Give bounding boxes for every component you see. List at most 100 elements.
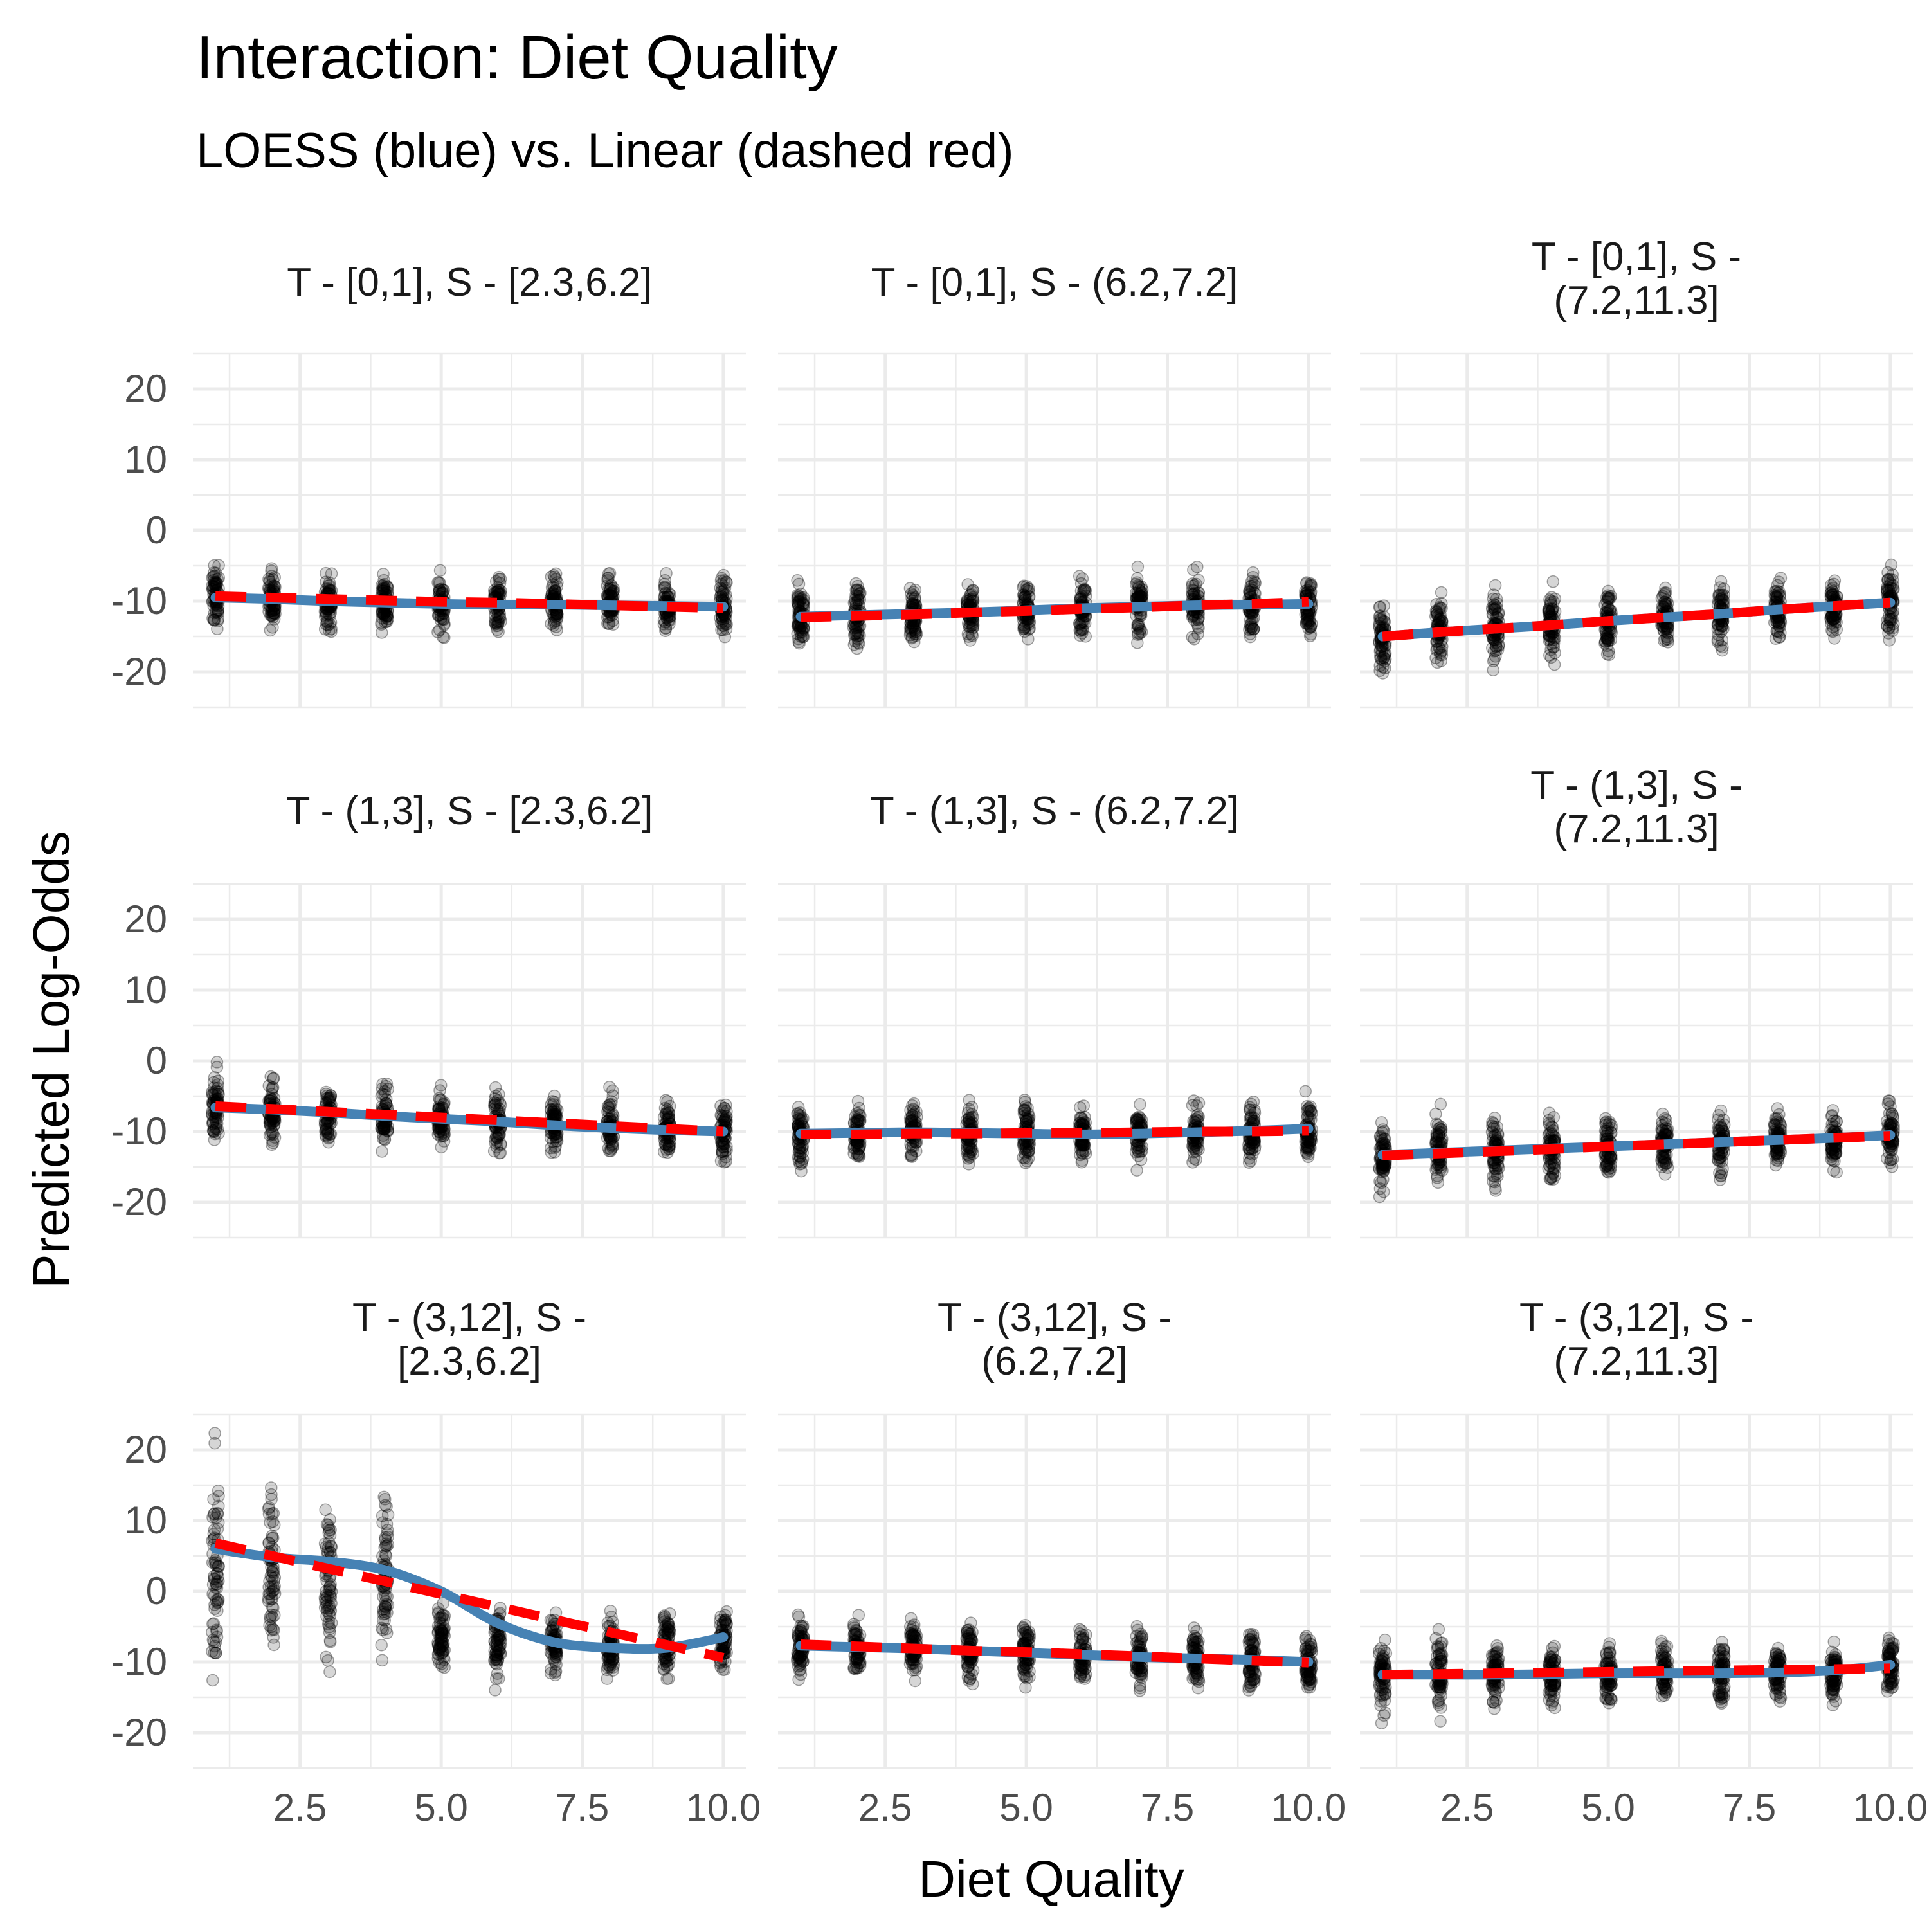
- data-point: [1193, 1144, 1204, 1155]
- data-point: [322, 1655, 334, 1666]
- data-point: [1022, 1146, 1033, 1157]
- data-point: [213, 1575, 224, 1587]
- data-point: [376, 1146, 388, 1157]
- data-point: [381, 1591, 393, 1602]
- data-point: [1602, 602, 1613, 613]
- data-point: [1606, 1119, 1617, 1131]
- data-point: [325, 1547, 336, 1558]
- data-point: [212, 623, 223, 635]
- y-tick-label: -20: [111, 1180, 167, 1223]
- data-point: [491, 1639, 503, 1651]
- facet-strip-label: T - (3,12], S -: [352, 1296, 586, 1340]
- chart-title: Interaction: Diet Quality: [196, 23, 838, 92]
- data-point: [1380, 647, 1391, 659]
- data-point: [852, 627, 864, 639]
- data-point: [906, 624, 918, 635]
- data-point: [432, 1637, 444, 1648]
- data-point: [1660, 1129, 1672, 1141]
- data-point: [1305, 1101, 1316, 1112]
- data-point: [1715, 640, 1726, 651]
- data-point: [206, 1627, 218, 1638]
- data-point: [1489, 603, 1501, 615]
- data-point: [545, 1147, 557, 1159]
- data-point: [324, 1666, 336, 1677]
- data-point: [1887, 569, 1898, 581]
- data-point: [1885, 1144, 1897, 1156]
- data-point: [604, 1101, 615, 1113]
- data-point: [850, 577, 862, 589]
- data-point: [1887, 622, 1899, 633]
- y-tick-label: 20: [124, 367, 167, 410]
- facet-strip-label: T - (1,3], S - (6.2,7.2]: [870, 789, 1239, 833]
- data-point: [961, 1145, 973, 1157]
- data-point: [1436, 587, 1447, 599]
- data-point: [602, 611, 613, 623]
- data-point: [721, 1106, 732, 1117]
- data-point: [1247, 616, 1258, 627]
- data-point: [1548, 1112, 1559, 1123]
- data-point: [269, 572, 280, 583]
- data-point: [208, 1647, 220, 1659]
- data-point: [906, 592, 918, 604]
- data-point: [1436, 1133, 1448, 1145]
- data-point: [792, 599, 804, 611]
- data-point: [376, 1654, 388, 1666]
- data-point: [1133, 590, 1145, 601]
- data-point: [1021, 1113, 1033, 1124]
- data-point: [1773, 631, 1785, 643]
- data-point: [213, 1088, 224, 1100]
- data-point: [1245, 1098, 1257, 1110]
- data-point: [209, 1427, 221, 1439]
- data-point: [1660, 1114, 1672, 1126]
- data-point: [964, 635, 976, 646]
- y-tick-label: -20: [111, 650, 167, 693]
- facet-strip-label: (7.2,11.3]: [1553, 807, 1719, 851]
- data-point: [263, 1501, 275, 1513]
- data-point: [1489, 654, 1500, 665]
- data-point: [1829, 575, 1840, 586]
- data-point: [1075, 624, 1087, 635]
- data-point: [433, 1626, 444, 1638]
- data-point: [265, 1070, 276, 1082]
- x-tick-label: 7.5: [556, 1786, 609, 1829]
- data-point: [1305, 621, 1316, 633]
- data-point: [207, 1557, 219, 1568]
- data-point: [379, 1089, 390, 1101]
- data-point: [322, 1127, 334, 1139]
- data-point: [379, 1499, 391, 1511]
- data-point: [1887, 1161, 1898, 1173]
- data-point: [1774, 1117, 1786, 1129]
- data-point: [1134, 1099, 1146, 1110]
- data-point: [1716, 1147, 1727, 1159]
- data-point: [1300, 1085, 1311, 1097]
- data-point: [1600, 632, 1612, 644]
- y-tick-label: -10: [111, 579, 167, 622]
- data-point: [439, 632, 450, 644]
- data-point: [1076, 573, 1088, 584]
- y-tick-label: 0: [146, 1039, 167, 1082]
- data-point: [604, 1081, 615, 1093]
- data-point: [379, 579, 390, 590]
- data-point: [550, 568, 562, 579]
- x-tick-label: 10.0: [686, 1786, 761, 1829]
- data-point: [1249, 576, 1260, 588]
- data-point: [1188, 564, 1199, 575]
- data-point: [1130, 579, 1142, 590]
- chart-subtitle: LOESS (blue) vs. Linear (dashed red): [196, 123, 1014, 178]
- data-point: [968, 619, 979, 631]
- data-point: [719, 611, 730, 623]
- data-point: [1373, 611, 1385, 622]
- data-point: [377, 1624, 388, 1636]
- data-point: [662, 1147, 673, 1159]
- data-point: [1662, 634, 1674, 646]
- data-point: [266, 1482, 277, 1494]
- y-tick-label: -10: [111, 1640, 167, 1683]
- data-point: [269, 1580, 280, 1592]
- data-point: [208, 1508, 220, 1520]
- data-point: [376, 1639, 387, 1651]
- y-tick-label: 10: [124, 1499, 167, 1542]
- data-point: [1883, 1095, 1894, 1106]
- data-point: [439, 1610, 450, 1621]
- data-point: [269, 604, 281, 616]
- data-point: [434, 1085, 446, 1096]
